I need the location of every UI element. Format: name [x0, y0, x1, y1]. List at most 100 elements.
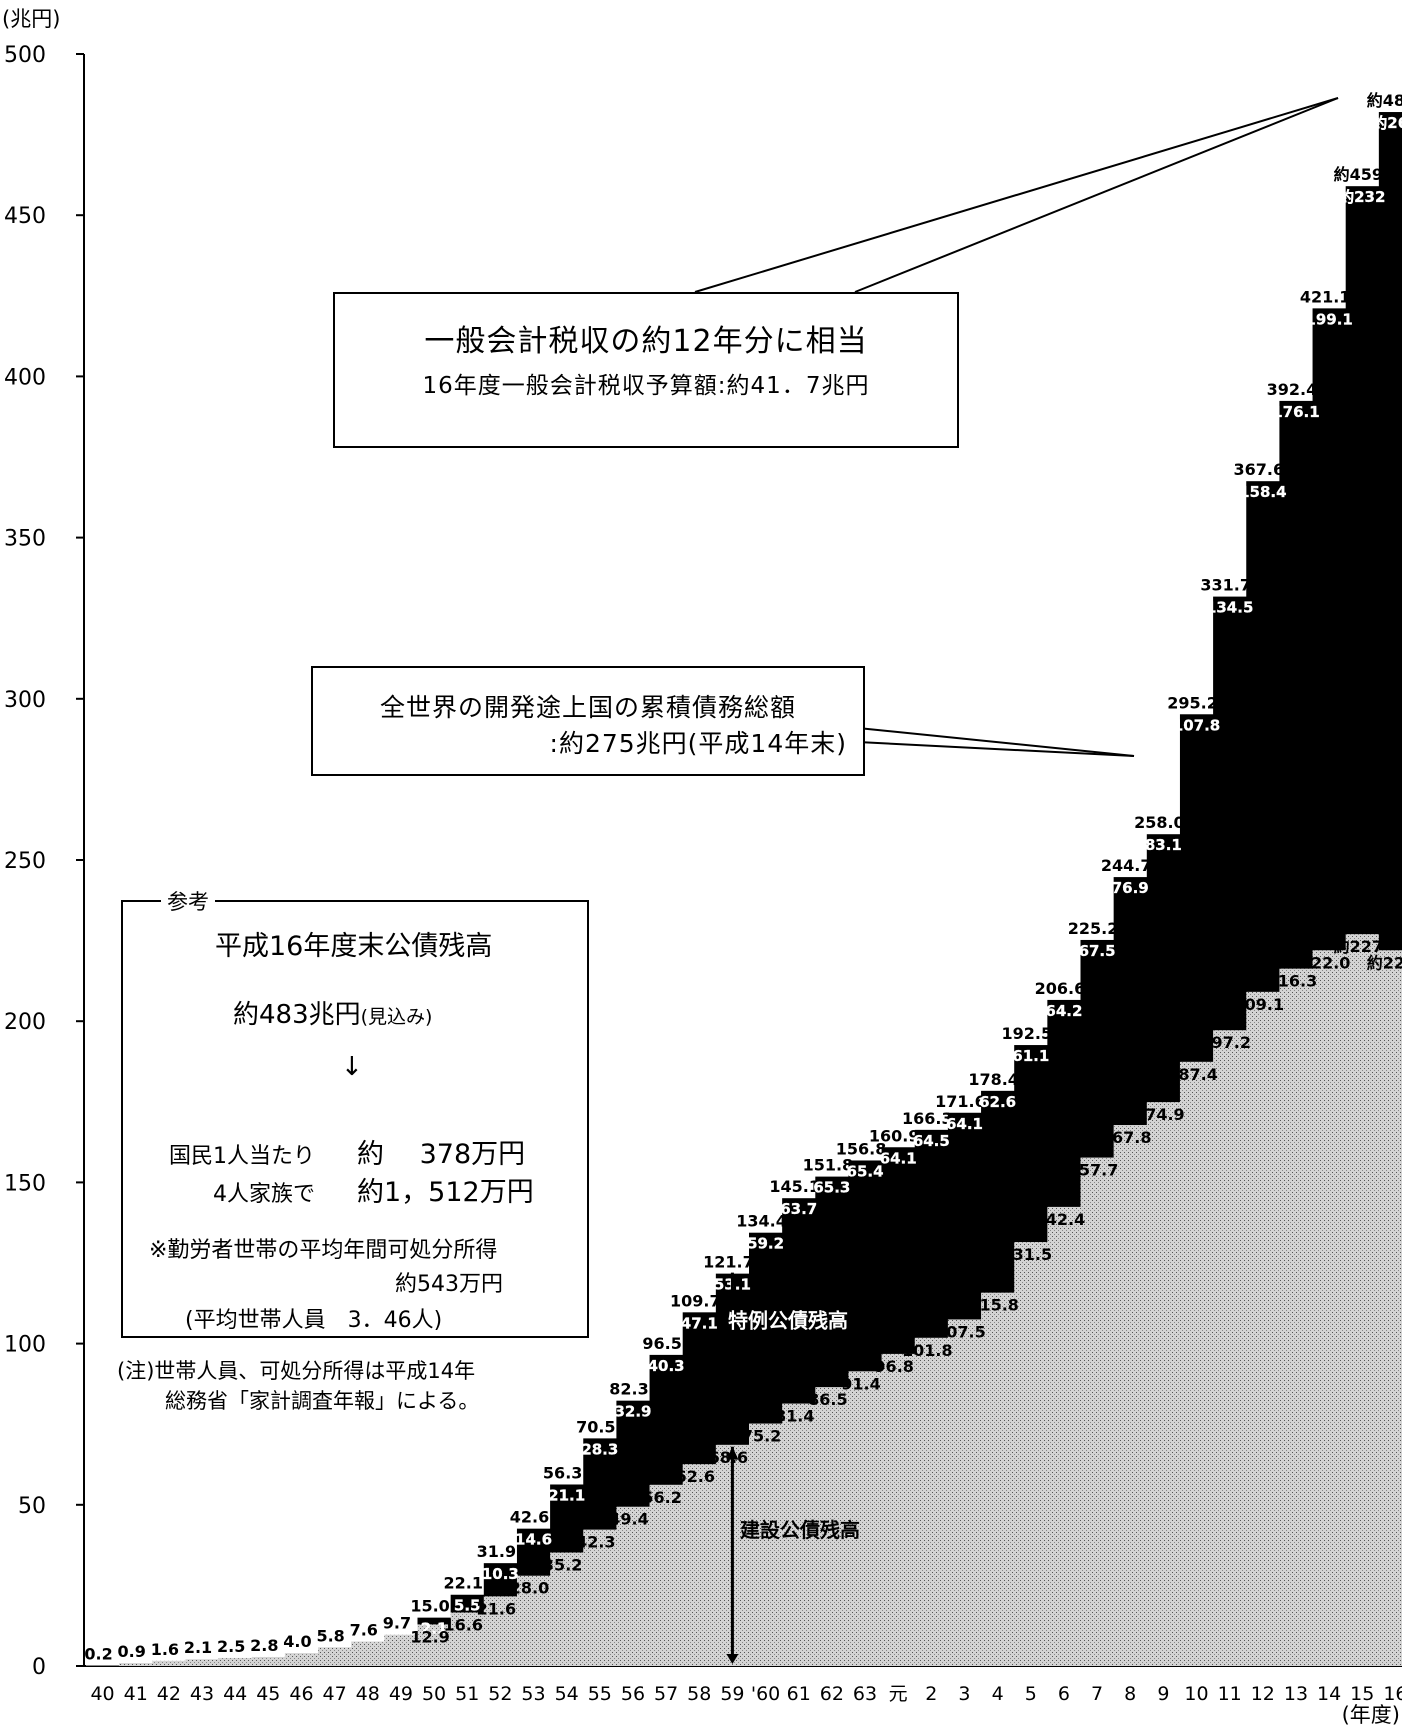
- tokurei-value-label: 2.1: [421, 1620, 448, 1638]
- total-label: 421.1: [1300, 287, 1351, 306]
- arrow-head-up: [726, 1446, 739, 1460]
- bar-kensetsu: [483, 1596, 518, 1666]
- x-tick-label: 44: [223, 1683, 247, 1705]
- y-tick-label: 250: [4, 849, 46, 874]
- x-tick-label: 61: [787, 1683, 811, 1705]
- kensetsu-value-label: 75.2: [742, 1427, 781, 1446]
- bar-tokurei: [1312, 308, 1347, 951]
- bar-tokurei: [1179, 714, 1214, 1062]
- total-label: 56.3: [543, 1463, 582, 1482]
- bar-tokurei: [583, 1438, 617, 1530]
- total-label: 244.7: [1101, 856, 1152, 875]
- bar-tokurei: [848, 1160, 883, 1372]
- bar-tokurei: [1378, 112, 1402, 951]
- total-label: 145.1: [769, 1177, 820, 1196]
- kensetsu-value-label: 107.5: [935, 1322, 986, 1341]
- x-tick-label: 10: [1184, 1683, 1208, 1705]
- reference-amount-value: 約483兆円: [233, 1000, 361, 1030]
- kensetsu-value-label: 142.4: [1035, 1210, 1086, 1229]
- x-axis-title: (年度): [1342, 1703, 1400, 1726]
- tokurei-value-label: 176.1: [1272, 403, 1319, 421]
- bar-kensetsu: [649, 1484, 684, 1666]
- bar-kensetsu: [616, 1506, 651, 1666]
- tokurei-value-label: 約232: [1339, 188, 1385, 206]
- bar-kensetsu: [351, 1641, 385, 1666]
- total-label: 166.3: [902, 1109, 953, 1128]
- y-tick-label: 400: [4, 365, 46, 390]
- reference-amount: 約483兆円(見込み): [233, 994, 432, 1031]
- x-tick-label: 58: [687, 1683, 711, 1705]
- kensetsu-value-label: 35.2: [543, 1556, 582, 1575]
- kensetsu-value-label: 209.1: [1234, 995, 1285, 1014]
- total-label: 31.9: [477, 1542, 516, 1561]
- bar-kensetsu: [218, 1657, 253, 1666]
- bar-kensetsu: [947, 1319, 982, 1666]
- tokurei-value-label: 28.3: [581, 1440, 618, 1458]
- x-tick-label: 元: [889, 1683, 908, 1705]
- tokurei-value-label: 64.1: [946, 1115, 983, 1133]
- x-tick-label: 15: [1350, 1683, 1374, 1705]
- bar-tokurei: [947, 1112, 982, 1320]
- tokurei-value-label: 199.1: [1305, 310, 1352, 328]
- bar-tokurei: [616, 1400, 651, 1507]
- total-label: 9.7: [383, 1614, 411, 1633]
- per-person-value: 約 378万円: [357, 1139, 526, 1170]
- x-tick-label: 41: [124, 1683, 148, 1705]
- kensetsu-value-label: 56.2: [642, 1488, 681, 1507]
- total-label: 160.9: [869, 1126, 920, 1145]
- total-label: 42.6: [510, 1508, 549, 1527]
- kensetsu-value-label: 約222: [1367, 953, 1402, 972]
- x-tick-label: 46: [289, 1683, 313, 1705]
- bar-kensetsu: [1080, 1157, 1115, 1666]
- x-tick-label: 52: [488, 1683, 512, 1705]
- tokurei-value-label: 61.1: [1012, 1047, 1049, 1065]
- kensetsu-value-label: 167.8: [1101, 1128, 1152, 1147]
- bar-kensetsu: [284, 1653, 319, 1666]
- tokurei-value-label: 32.9: [614, 1403, 651, 1421]
- bar-kensetsu: [417, 1624, 452, 1666]
- developing-debt-callout: 全世界の開発途上国の累積債務総額 :約275兆円(平成14年末): [311, 666, 865, 776]
- bar-kensetsu: [1312, 950, 1347, 1666]
- bar-kensetsu: [914, 1337, 949, 1666]
- y-tick-label: 350: [4, 527, 46, 552]
- bar-tokurei: [981, 1090, 1015, 1293]
- tokurei-series-label: 特例公債残高: [728, 1308, 848, 1332]
- y-tick-label: 200: [4, 1010, 46, 1035]
- kensetsu-value-label: 216.3: [1267, 972, 1318, 991]
- bar-kensetsu: [384, 1634, 419, 1666]
- bar-tokurei: [516, 1528, 551, 1576]
- x-tick-label: 40: [90, 1683, 114, 1705]
- total-label: 331.7: [1200, 576, 1251, 595]
- kensetsu-value-label: 62.6: [676, 1467, 715, 1486]
- income-note: ※勤労者世帯の平均年間可処分所得: [149, 1238, 498, 1263]
- x-tick-label: 57: [654, 1683, 678, 1705]
- kensetsu-value-label: 28.0: [510, 1579, 549, 1598]
- total-label: 0.2: [84, 1644, 112, 1663]
- arrow-head-down: [726, 1654, 739, 1664]
- total-label: 367.6: [1234, 460, 1285, 479]
- bar-tokurei: [1146, 834, 1181, 1103]
- bar-tokurei: [417, 1617, 452, 1625]
- bar-tokurei: [649, 1354, 684, 1485]
- total-label: 70.5: [576, 1417, 615, 1436]
- tokurei-value-label: 76.9: [1112, 879, 1149, 897]
- total-label: 82.3: [609, 1380, 648, 1399]
- bar-kensetsu: [550, 1552, 584, 1666]
- total-label: 151.8: [803, 1156, 854, 1175]
- kensetsu-value-label: 約227: [1334, 937, 1383, 956]
- kensetsu-value-label: 222.0: [1300, 953, 1351, 972]
- bar-kensetsu: [86, 1665, 120, 1666]
- total-label: 134.4: [736, 1212, 787, 1231]
- x-tick-label: 3: [958, 1683, 970, 1705]
- bar-kensetsu: [881, 1353, 916, 1666]
- reference-box: 参考 平成16年度末公債残高 約483兆円(見込み) ↓ 国民1人当たり 約 3…: [121, 886, 589, 1338]
- reference-arrow: ↓: [341, 1052, 363, 1082]
- total-label: 0.9: [118, 1642, 146, 1661]
- bar-kensetsu: [1279, 968, 1314, 1666]
- footnote: (注)世帯人員、可処分所得は平成14年 総務省「家計調査年報」による。: [117, 1356, 479, 1416]
- bar-kensetsu: [119, 1663, 153, 1666]
- tokurei-value-label: 14.6: [515, 1531, 552, 1549]
- bar-tokurei: [682, 1312, 717, 1465]
